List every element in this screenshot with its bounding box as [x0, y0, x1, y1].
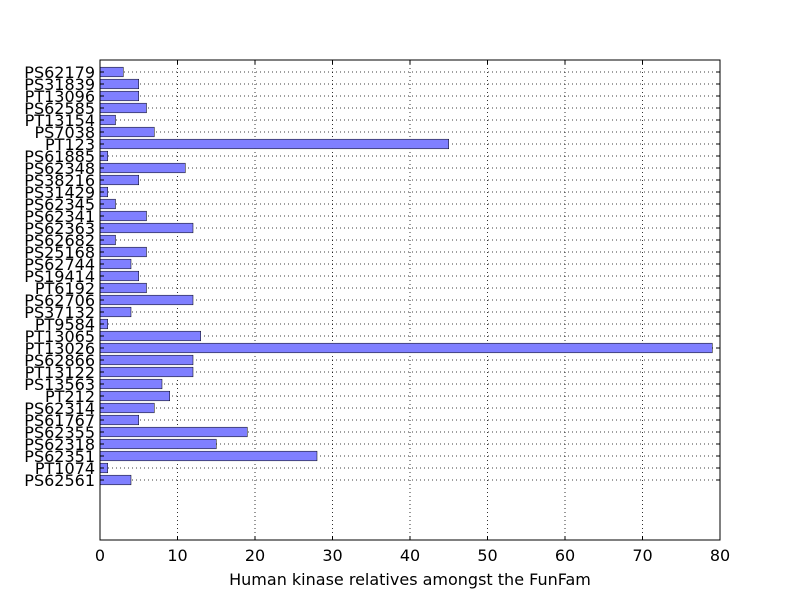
y-tick-label: PS13563 — [24, 375, 95, 394]
bar-ps62348 — [99, 162, 186, 174]
bar-ps37132 — [99, 306, 132, 318]
y-tick-label: PS62363 — [24, 219, 95, 238]
plot-frame — [99, 59, 721, 541]
y-tick-label: PS62706 — [24, 291, 95, 310]
y-tick-label: PT13122 — [25, 363, 95, 382]
y-tick-label: PS25168 — [24, 243, 95, 262]
y-tick-label: PS62682 — [24, 231, 95, 250]
x-tick-label: 0 — [95, 546, 105, 565]
y-tick-label: PT9584 — [35, 315, 95, 334]
bar-ps31839 — [99, 78, 139, 90]
y-tick-label: PS31429 — [24, 183, 95, 202]
y-tick-label: PS62318 — [24, 435, 95, 454]
y-tick-label: PS61767 — [24, 411, 95, 430]
bar-ps13563 — [99, 378, 163, 390]
bar-ps62355 — [99, 426, 248, 438]
y-tick-label: PS7038 — [34, 123, 95, 142]
y-tick-label: PS38216 — [24, 171, 95, 190]
y-tick-label: PT212 — [45, 387, 95, 406]
y-tick-label: PT13154 — [25, 111, 95, 130]
bar-ps38216 — [99, 174, 139, 186]
bar-ps62585 — [99, 102, 147, 114]
bar-pt6192 — [99, 282, 147, 294]
bar-pt13065 — [99, 330, 201, 342]
x-tick-label: 60 — [555, 546, 575, 565]
y-tick-label: PT13026 — [25, 339, 95, 358]
bar-pt123 — [99, 138, 449, 150]
y-tick-label: PS62585 — [24, 99, 95, 118]
x-tick-label: 30 — [322, 546, 342, 565]
bar-ps62744 — [99, 258, 132, 270]
bar-ps19414 — [99, 270, 139, 282]
x-tick-label: 10 — [167, 546, 187, 565]
y-tick-label: PS62314 — [24, 399, 95, 418]
bar-ps62561 — [99, 474, 132, 486]
bar-ps62314 — [99, 402, 155, 414]
bar-pt13122 — [99, 366, 194, 378]
bar-ps62318 — [99, 438, 217, 450]
x-tick-label: 40 — [400, 546, 420, 565]
y-tick-label: PS62341 — [24, 207, 95, 226]
y-tick-label: PT13096 — [25, 87, 95, 106]
y-tick-label: PS62561 — [24, 471, 95, 490]
y-tick-label: PS62348 — [24, 159, 95, 178]
y-tick-label: PS62345 — [24, 195, 95, 214]
y-tick-label: PS61885 — [24, 147, 95, 166]
bar-ps62363 — [99, 222, 194, 234]
y-tick-label: PS62744 — [24, 255, 95, 274]
y-tick-label: PS31839 — [24, 75, 95, 94]
bars — [99, 66, 713, 486]
x-tick-label: 80 — [710, 546, 730, 565]
x-tick-label: 20 — [245, 546, 265, 565]
y-tick-label: PT1074 — [35, 459, 95, 478]
x-tick-label: 70 — [632, 546, 652, 565]
x-ticks: 0 10 20 30 40 50 60 70 80 — [95, 60, 730, 565]
bar-ps61767 — [99, 414, 139, 426]
y-tick-label: PS62866 — [24, 351, 95, 370]
y-tick-label: PS62179 — [24, 63, 95, 82]
bar-ps62706 — [99, 294, 194, 306]
x-tick-label: 50 — [477, 546, 497, 565]
y-tick-label: PS37132 — [24, 303, 95, 322]
bar-ps7038 — [99, 126, 155, 138]
y-tick-label: PS62355 — [24, 423, 95, 442]
bar-pt13026 — [99, 342, 713, 354]
bar-ps25168 — [99, 246, 147, 258]
bar-ps62866 — [99, 354, 194, 366]
y-tick-label: PS62351 — [24, 447, 95, 466]
y-tick-label: PS19414 — [24, 267, 95, 286]
y-ticks: PS62179PS31839PT13096PS62585PT13154PS703… — [24, 63, 720, 490]
bar-pt212 — [99, 390, 170, 402]
y-tick-label: PT13065 — [25, 327, 95, 346]
bar-ps62341 — [99, 210, 147, 222]
x-axis-label: Human kinase relatives amongst the FunFa… — [229, 570, 591, 589]
bar-pt13096 — [99, 90, 139, 102]
y-tick-label: PT123 — [45, 135, 95, 154]
y-tick-label: PT6192 — [35, 279, 95, 298]
bar-ps62351 — [99, 450, 318, 462]
